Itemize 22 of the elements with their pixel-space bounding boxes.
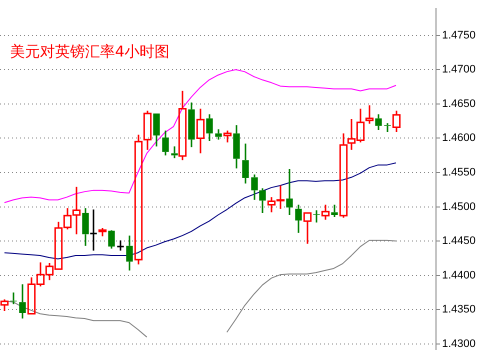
y-tick-label: 1.4600 — [442, 132, 476, 144]
y-tick-label: 1.4650 — [442, 98, 476, 110]
candlestick — [134, 134, 143, 266]
candlestick — [143, 110, 152, 151]
candlestick — [365, 104, 374, 125]
y-tick-label: 1.4450 — [442, 235, 476, 248]
candlestick — [223, 130, 232, 144]
candlestick — [89, 208, 98, 252]
y-tick-label: 1.4300 — [442, 338, 476, 350]
y-tick-label: 1.4550 — [442, 166, 476, 179]
candlestick — [321, 204, 330, 221]
y-tick-label: 1.4500 — [442, 200, 476, 213]
y-tick-label: 1.4750 — [442, 29, 476, 42]
candlestick — [196, 108, 205, 154]
candlestick — [116, 240, 125, 252]
candlestick — [339, 132, 348, 218]
text: 美元对英镑汇率4小时图 — [10, 42, 170, 60]
candlestick — [303, 212, 312, 245]
y-tick-label: 1.4700 — [442, 64, 476, 76]
y-tick-label: 1.4400 — [442, 269, 476, 282]
candlestick — [178, 90, 187, 161]
y-tick-label: 1.4350 — [442, 304, 476, 316]
